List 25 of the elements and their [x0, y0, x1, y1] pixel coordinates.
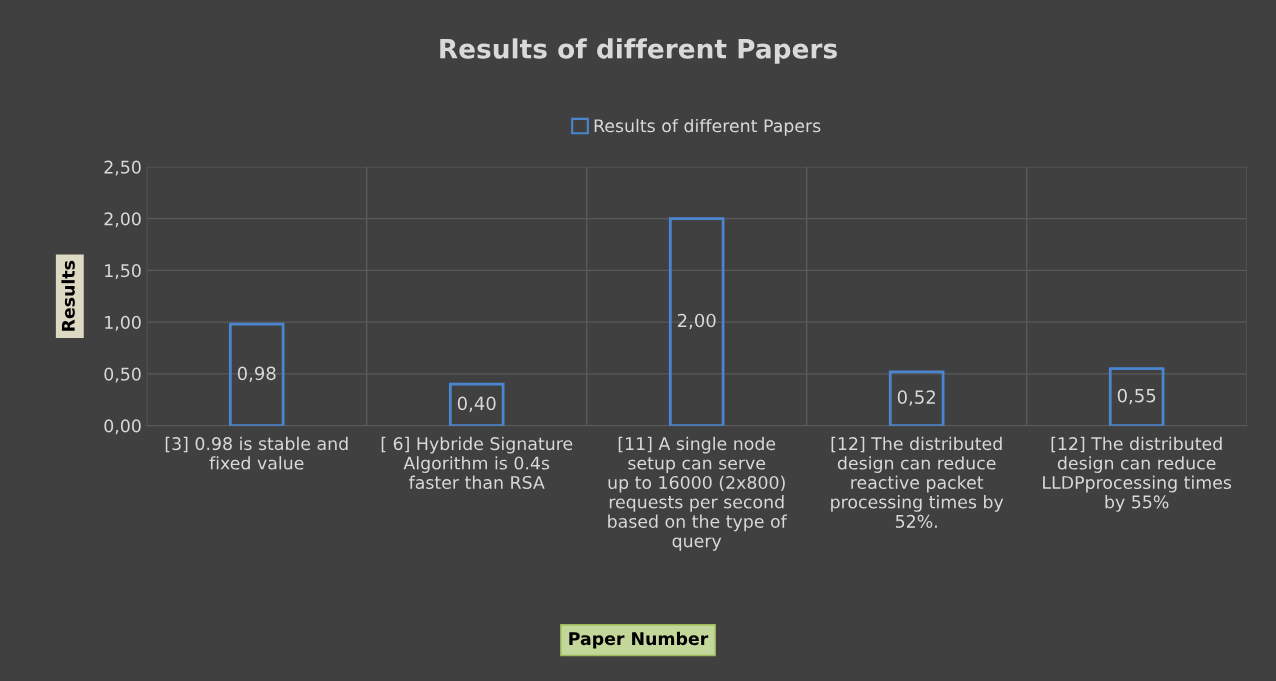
y-tick-label: 1,00 — [105, 315, 141, 331]
bar — [1108, 367, 1165, 426]
x-axis-title: Paper Number — [569, 631, 709, 649]
x-tick-label: [12] The distributed design can reduce reactive packet processing times by 52%. — [831, 436, 1004, 528]
y-tick-label: 0,50 — [104, 367, 141, 383]
x-tick-label: [ 6] Hybride Signature Algorithm is 0.4s faster than RSA — [381, 436, 573, 490]
x-tick-label: [3] 0.98 is stable and fixed value — [165, 436, 348, 470]
chart-title: Results of different Papers — [440, 38, 837, 64]
y-tick-label: 0,00 — [104, 419, 141, 435]
bar — [228, 322, 285, 426]
bar — [888, 370, 945, 426]
bar — [448, 382, 505, 426]
y-tick-label: 1,50 — [105, 264, 141, 279]
y-axis-title: Results — [61, 260, 75, 331]
bar — [668, 217, 725, 426]
y-tick-label: 2,00 — [104, 212, 141, 228]
legend-label: Results of different Papers — [594, 118, 821, 136]
data-label: 0,52 — [897, 390, 935, 406]
x-tick-label: [11] A single node setup can serve up to 16000 (2x800) requests per second based on the type of query — [608, 436, 788, 551]
data-label: 0,40 — [457, 396, 496, 412]
data-label: 2,00 — [677, 313, 716, 330]
y-tick-label: 2,50 — [104, 160, 141, 176]
data-label: 0,55 — [1117, 388, 1156, 405]
x-tick-label: [12] The distributed design can reduce LLDPprocessing times by 55% — [1043, 436, 1232, 512]
data-label: 0,98 — [237, 366, 276, 382]
